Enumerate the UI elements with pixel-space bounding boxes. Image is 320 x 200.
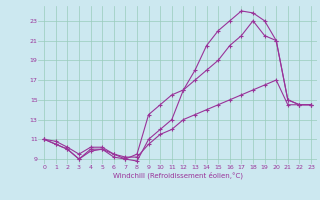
X-axis label: Windchill (Refroidissement éolien,°C): Windchill (Refroidissement éolien,°C)	[113, 171, 243, 179]
